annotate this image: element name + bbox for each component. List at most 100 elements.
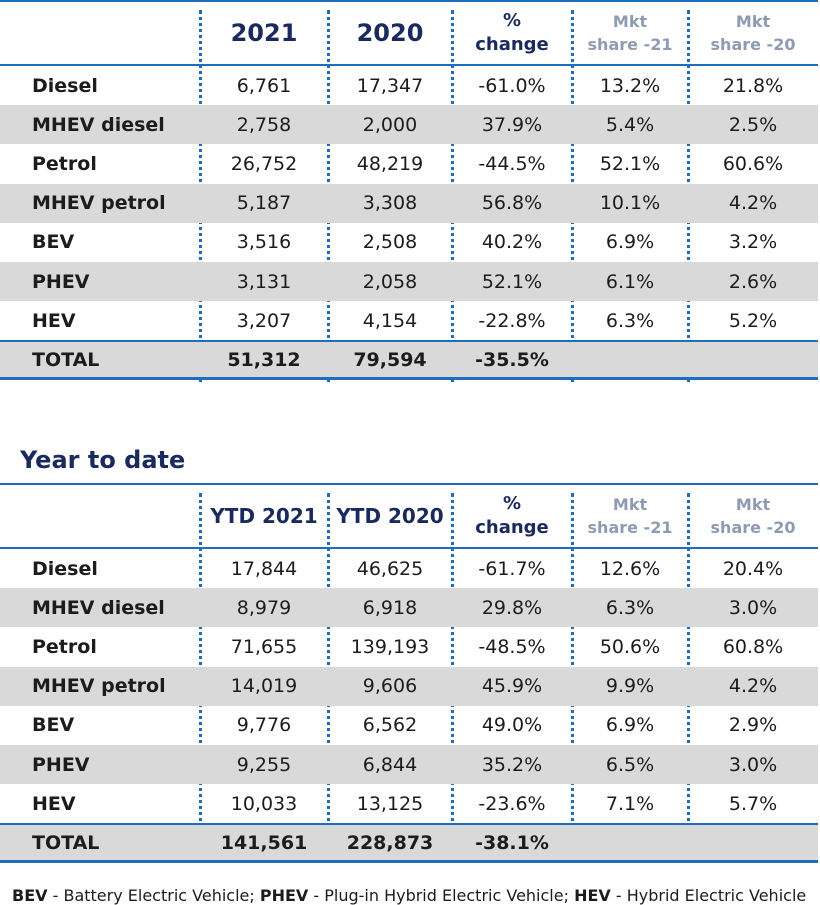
table-row: MHEV diesel 2,758 2,000 37.9% 5.4% 2.5% xyxy=(0,105,818,145)
table-header: YTD 2021 YTD 2020 % change Mkt share -21… xyxy=(0,483,818,549)
value-ytd-2020: 139,193 xyxy=(350,635,430,658)
footnote-phev-text: - Plug-in Hybrid Electric Vehicle; xyxy=(308,886,575,905)
table-row: BEV 9,776 6,562 49.0% 6.9% 2.9% xyxy=(0,706,818,745)
total-row: TOTAL 51,312 79,594 -35.5% xyxy=(0,340,818,381)
header-mkt-label: Mkt xyxy=(735,12,771,31)
total-label: TOTAL xyxy=(32,831,100,854)
value-ytd-2020: 46,625 xyxy=(356,557,424,580)
share-21: 12.6% xyxy=(599,557,661,580)
header-share-label: share -20 xyxy=(710,35,796,54)
share-20: 5.7% xyxy=(728,792,778,815)
header-mkt-share-20: Mkt share -20 xyxy=(688,2,818,64)
pct-change: 56.8% xyxy=(481,192,543,215)
row-label: HEV xyxy=(32,309,76,332)
row-label: MHEV diesel xyxy=(32,596,165,619)
share-20: 60.6% xyxy=(722,152,784,175)
share-20: 3.0% xyxy=(728,596,778,619)
header-pct-symbol: % xyxy=(502,10,522,31)
share-21: 6.1% xyxy=(605,270,655,293)
pct-change: 35.2% xyxy=(481,753,543,776)
value-2021: 5,187 xyxy=(236,192,292,215)
row-label: BEV xyxy=(32,231,75,254)
header-ytd-2020: YTD 2020 xyxy=(336,504,444,528)
pct-change: 45.9% xyxy=(481,675,543,698)
value-2020: 3,308 xyxy=(362,192,418,215)
total-label: TOTAL xyxy=(32,348,100,371)
header-change-label: change xyxy=(475,34,549,55)
value-ytd-2020: 9,606 xyxy=(362,675,418,698)
share-20: 3.2% xyxy=(728,231,778,254)
value-ytd-2021: 8,979 xyxy=(236,596,292,619)
value-ytd-2020: 6,844 xyxy=(362,753,418,776)
header-mkt-label: Mkt xyxy=(612,495,648,514)
header-share-label: share -21 xyxy=(587,518,673,537)
share-21: 5.4% xyxy=(605,113,655,136)
value-ytd-2020: 6,562 xyxy=(362,714,418,737)
pct-change: 29.8% xyxy=(481,596,543,619)
header-mkt-share-20: Mkt share -20 xyxy=(688,485,818,547)
value-2021: 3,131 xyxy=(236,270,292,293)
header-mkt-share-21: Mkt share -21 xyxy=(572,485,688,547)
total-2021: 51,312 xyxy=(227,348,301,371)
total-pct-change: -35.5% xyxy=(475,348,549,371)
table-row: MHEV petrol 5,187 3,308 56.8% 10.1% 4.2% xyxy=(0,183,818,223)
table-row: HEV 10,033 13,125 -23.6% 7.1% 5.7% xyxy=(0,784,818,823)
row-label: PHEV xyxy=(32,753,90,776)
share-21: 6.3% xyxy=(605,309,655,332)
header-share-label: share -20 xyxy=(710,518,796,537)
footnote-bev-text: - Battery Electric Vehicle; xyxy=(47,886,260,905)
value-2020: 17,347 xyxy=(356,74,424,97)
pct-change: -48.5% xyxy=(478,635,546,658)
header-share-label: share -21 xyxy=(587,35,673,54)
share-21: 52.1% xyxy=(599,152,661,175)
pct-change: 40.2% xyxy=(481,231,543,254)
share-21: 13.2% xyxy=(599,74,661,97)
share-20: 5.2% xyxy=(728,309,778,332)
share-21: 6.9% xyxy=(605,714,655,737)
share-20: 60.8% xyxy=(722,635,784,658)
share-21: 9.9% xyxy=(605,675,655,698)
share-21: 6.5% xyxy=(605,753,655,776)
value-2021: 3,516 xyxy=(236,231,292,254)
ytd-table: YTD 2021 YTD 2020 % change Mkt share -21… xyxy=(0,483,818,864)
row-label: HEV xyxy=(32,792,76,815)
share-20: 2.6% xyxy=(728,270,778,293)
pct-change: -22.8% xyxy=(478,309,546,332)
value-2020: 48,219 xyxy=(356,152,424,175)
value-2020: 2,000 xyxy=(362,113,418,136)
share-21: 50.6% xyxy=(599,635,661,658)
share-21: 6.3% xyxy=(605,596,655,619)
pct-change: -61.0% xyxy=(478,74,546,97)
share-20: 21.8% xyxy=(722,74,784,97)
footnote-phev-abbr: PHEV xyxy=(259,886,309,905)
value-2021: 3,207 xyxy=(236,309,292,332)
pct-change: -44.5% xyxy=(478,152,546,175)
header-pct-change: % change xyxy=(452,485,572,547)
table-header: 2021 2020 % change Mkt share -21 Mkt sha… xyxy=(0,0,818,66)
row-label: MHEV petrol xyxy=(32,192,166,215)
share-20: 2.5% xyxy=(728,113,778,136)
row-label: Diesel xyxy=(32,74,98,97)
value-2020: 4,154 xyxy=(362,309,418,332)
table-row: BEV 3,516 2,508 40.2% 6.9% 3.2% xyxy=(0,223,818,262)
header-mkt-share-21: Mkt share -21 xyxy=(572,2,688,64)
header-pct-change: % change xyxy=(452,2,572,64)
value-ytd-2021: 9,776 xyxy=(236,714,292,737)
value-2021: 26,752 xyxy=(230,152,298,175)
table-body: Diesel 6,761 17,347 -61.0% 13.2% 21.8% M… xyxy=(0,66,818,340)
table-row: Diesel 17,844 46,625 -61.7% 12.6% 20.4% xyxy=(0,549,818,588)
footnote-hev-abbr: HEV xyxy=(574,886,611,905)
row-label: Petrol xyxy=(32,152,97,175)
table-row: HEV 3,207 4,154 -22.8% 6.3% 5.2% xyxy=(0,301,818,340)
share-21: 7.1% xyxy=(605,792,655,815)
monthly-table: 2021 2020 % change Mkt share -21 Mkt sha… xyxy=(0,0,818,382)
row-label: Diesel xyxy=(32,557,98,580)
header-change-label: change xyxy=(475,517,549,538)
value-ytd-2021: 9,255 xyxy=(236,753,292,776)
value-2020: 2,508 xyxy=(362,231,418,254)
pct-change: -23.6% xyxy=(478,792,546,815)
header-2020: 2020 xyxy=(356,19,424,47)
pct-change: 49.0% xyxy=(481,714,543,737)
value-ytd-2021: 71,655 xyxy=(230,635,298,658)
total-pct-change: -38.1% xyxy=(475,831,549,854)
